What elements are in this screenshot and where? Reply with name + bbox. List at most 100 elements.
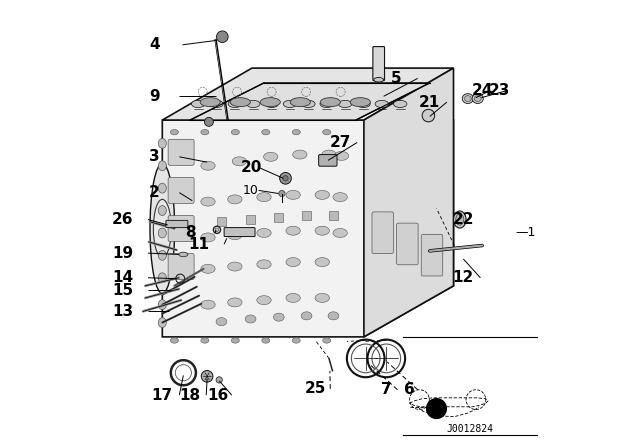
- Ellipse shape: [257, 296, 271, 305]
- Text: 8: 8: [185, 225, 195, 241]
- FancyBboxPatch shape: [168, 139, 194, 165]
- Ellipse shape: [158, 183, 166, 193]
- Ellipse shape: [230, 98, 250, 107]
- Text: 10: 10: [243, 184, 259, 197]
- Ellipse shape: [301, 312, 312, 320]
- Ellipse shape: [315, 293, 330, 302]
- Ellipse shape: [200, 98, 220, 107]
- Ellipse shape: [334, 151, 349, 160]
- Ellipse shape: [328, 312, 339, 320]
- Ellipse shape: [228, 100, 241, 108]
- FancyBboxPatch shape: [421, 234, 443, 276]
- Ellipse shape: [290, 98, 310, 107]
- FancyBboxPatch shape: [373, 47, 385, 81]
- Circle shape: [201, 370, 213, 382]
- Bar: [329, 211, 338, 220]
- Ellipse shape: [286, 293, 300, 302]
- Text: 17: 17: [152, 388, 173, 403]
- Ellipse shape: [231, 338, 239, 343]
- Text: 25: 25: [305, 381, 326, 396]
- Circle shape: [204, 117, 213, 126]
- Ellipse shape: [158, 228, 166, 238]
- Text: —1: —1: [515, 225, 536, 239]
- Bar: [217, 217, 226, 226]
- Ellipse shape: [472, 94, 483, 103]
- Text: J0012824: J0012824: [447, 424, 493, 434]
- FancyBboxPatch shape: [397, 223, 418, 265]
- Ellipse shape: [454, 211, 466, 228]
- Ellipse shape: [333, 193, 348, 202]
- Ellipse shape: [315, 190, 330, 199]
- Text: 13: 13: [112, 304, 134, 319]
- Ellipse shape: [374, 78, 383, 82]
- Ellipse shape: [158, 300, 166, 310]
- Ellipse shape: [286, 190, 300, 199]
- FancyBboxPatch shape: [372, 212, 394, 254]
- Ellipse shape: [286, 226, 300, 235]
- Ellipse shape: [292, 338, 300, 343]
- FancyBboxPatch shape: [224, 228, 255, 237]
- Ellipse shape: [315, 258, 330, 267]
- Ellipse shape: [322, 150, 336, 159]
- Ellipse shape: [170, 129, 179, 135]
- Ellipse shape: [150, 164, 175, 293]
- Ellipse shape: [333, 228, 348, 237]
- Text: 4: 4: [149, 37, 159, 52]
- Text: 14: 14: [112, 270, 134, 285]
- Ellipse shape: [474, 96, 481, 101]
- Bar: [302, 211, 311, 220]
- Ellipse shape: [265, 100, 278, 108]
- Text: 23: 23: [488, 83, 510, 98]
- Ellipse shape: [154, 199, 172, 258]
- Ellipse shape: [170, 338, 179, 343]
- Ellipse shape: [201, 338, 209, 343]
- Ellipse shape: [201, 197, 215, 206]
- Ellipse shape: [158, 206, 166, 215]
- Ellipse shape: [257, 193, 271, 202]
- Ellipse shape: [231, 129, 239, 135]
- Polygon shape: [190, 83, 430, 120]
- Ellipse shape: [158, 250, 166, 260]
- Ellipse shape: [292, 129, 300, 135]
- Ellipse shape: [257, 260, 271, 269]
- Circle shape: [427, 399, 446, 418]
- Text: 22: 22: [452, 212, 474, 227]
- Text: 7: 7: [381, 382, 392, 397]
- Ellipse shape: [228, 195, 242, 204]
- FancyBboxPatch shape: [168, 177, 194, 203]
- Text: 27: 27: [330, 135, 351, 150]
- Ellipse shape: [394, 100, 407, 108]
- Ellipse shape: [356, 100, 370, 108]
- Ellipse shape: [201, 161, 215, 170]
- Ellipse shape: [201, 300, 215, 309]
- Ellipse shape: [257, 228, 271, 237]
- Ellipse shape: [179, 252, 188, 257]
- Bar: [275, 213, 284, 222]
- Ellipse shape: [158, 273, 166, 283]
- FancyBboxPatch shape: [168, 254, 194, 280]
- Ellipse shape: [301, 100, 315, 108]
- Circle shape: [280, 172, 291, 184]
- Text: 21: 21: [419, 95, 440, 110]
- Ellipse shape: [292, 150, 307, 159]
- Ellipse shape: [323, 338, 331, 343]
- Text: 5: 5: [391, 71, 401, 86]
- Circle shape: [279, 190, 285, 197]
- Ellipse shape: [320, 100, 333, 108]
- Ellipse shape: [315, 226, 330, 235]
- Text: 2: 2: [149, 185, 159, 200]
- Ellipse shape: [284, 100, 297, 108]
- Circle shape: [215, 228, 219, 232]
- Ellipse shape: [320, 98, 340, 107]
- Text: 26: 26: [112, 212, 134, 227]
- Circle shape: [216, 377, 222, 383]
- Ellipse shape: [375, 100, 388, 108]
- Text: 12: 12: [452, 270, 474, 285]
- Text: 24: 24: [472, 83, 493, 98]
- Text: 3: 3: [149, 149, 159, 164]
- Ellipse shape: [201, 264, 215, 273]
- Text: 6: 6: [404, 382, 415, 397]
- Ellipse shape: [246, 100, 260, 108]
- Polygon shape: [364, 68, 454, 337]
- Text: 20: 20: [241, 160, 262, 176]
